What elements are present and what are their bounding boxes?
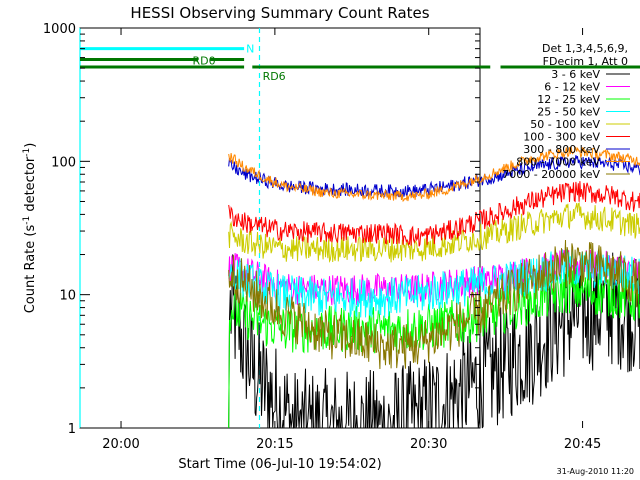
legend-label: 6 - 12 keV <box>544 81 600 94</box>
y-axis: 1 10 100 1000 <box>43 22 480 437</box>
y-tick-label: 1 <box>68 422 76 437</box>
series-line-0 <box>228 252 640 429</box>
y-tick-label: 100 <box>51 155 76 170</box>
legend: Det 1,3,4,5,6,9, FDecim 1, Att 0 3 - 6 k… <box>502 42 630 181</box>
x-tick-label: 20:30 <box>410 437 447 452</box>
series-line-4 <box>228 202 640 263</box>
legend-header-line-2: FDecim 1, Att 0 <box>543 55 628 68</box>
x-tick-label: 20:15 <box>256 437 293 452</box>
legend-label: 50 - 100 keV <box>530 118 600 131</box>
plot-frame <box>79 27 481 429</box>
series-line-6 <box>228 155 640 199</box>
legend-label: 800 - 7000 keV <box>516 156 600 169</box>
legend-header-line-1: Det 1,3,4,5,6,9, <box>542 42 628 55</box>
plot-area: NRD0RD6S <box>79 27 640 429</box>
legend-label: 7000 - 20000 keV <box>502 168 600 181</box>
y-tick-label: 10 <box>59 289 76 304</box>
series-line-7 <box>228 146 640 203</box>
x-axis-label: Start Time (06-Jul-10 19:54:02) <box>178 457 381 472</box>
series-line-5 <box>228 181 640 247</box>
series-line-8 <box>228 239 640 370</box>
legend-label: 300 - 800 keV <box>523 143 600 156</box>
y-tick-label: 1000 <box>43 22 76 37</box>
legend-label: 3 - 6 keV <box>551 68 600 81</box>
flag-label: RD0 <box>193 55 216 68</box>
flag-label: RD6 <box>263 70 286 83</box>
x-tick-label: 20:45 <box>564 437 601 452</box>
series-line-1 <box>228 248 640 306</box>
footer-date: 31-Aug-2010 11:20 <box>557 467 634 476</box>
x-tick-label: 20:00 <box>102 437 139 452</box>
legend-label: 25 - 50 keV <box>537 106 600 119</box>
legend-label: 100 - 300 keV <box>523 131 600 144</box>
flag-label: N <box>246 43 254 56</box>
y-axis-label: Count Rate (s-1 detector-1) <box>22 143 38 314</box>
chart-title: HESSI Observing Summary Count Rates <box>130 4 429 22</box>
legend-label: 12 - 25 keV <box>537 93 600 106</box>
